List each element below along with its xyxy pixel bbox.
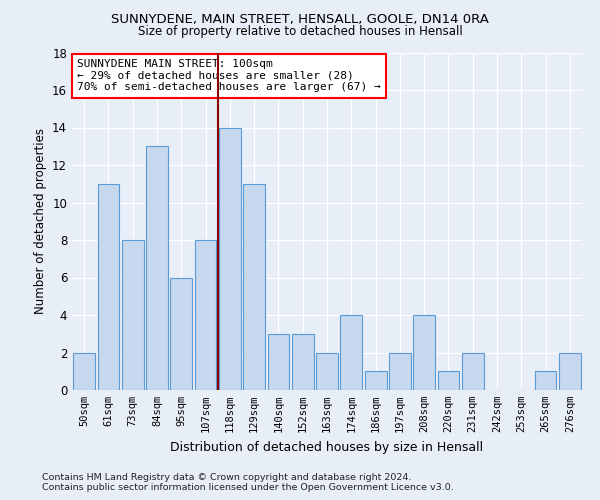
Bar bbox=[97, 184, 119, 390]
Bar bbox=[73, 352, 95, 390]
Bar bbox=[535, 371, 556, 390]
Bar bbox=[170, 278, 192, 390]
Bar bbox=[122, 240, 143, 390]
Text: SUNNYDENE MAIN STREET: 100sqm
← 29% of detached houses are smaller (28)
70% of s: SUNNYDENE MAIN STREET: 100sqm ← 29% of d… bbox=[77, 59, 381, 92]
Bar bbox=[268, 334, 289, 390]
Bar bbox=[243, 184, 265, 390]
Bar bbox=[389, 352, 411, 390]
Bar bbox=[219, 128, 241, 390]
Bar bbox=[340, 315, 362, 390]
Bar bbox=[365, 371, 386, 390]
Bar bbox=[194, 240, 217, 390]
Text: Size of property relative to detached houses in Hensall: Size of property relative to detached ho… bbox=[137, 25, 463, 38]
Text: SUNNYDENE, MAIN STREET, HENSALL, GOOLE, DN14 0RA: SUNNYDENE, MAIN STREET, HENSALL, GOOLE, … bbox=[111, 12, 489, 26]
Bar bbox=[437, 371, 460, 390]
X-axis label: Distribution of detached houses by size in Hensall: Distribution of detached houses by size … bbox=[170, 440, 484, 454]
Bar bbox=[462, 352, 484, 390]
Y-axis label: Number of detached properties: Number of detached properties bbox=[34, 128, 47, 314]
Bar bbox=[292, 334, 314, 390]
Bar bbox=[413, 315, 435, 390]
Bar bbox=[559, 352, 581, 390]
Bar bbox=[146, 146, 168, 390]
Bar bbox=[316, 352, 338, 390]
Text: Contains HM Land Registry data © Crown copyright and database right 2024.
Contai: Contains HM Land Registry data © Crown c… bbox=[42, 473, 454, 492]
